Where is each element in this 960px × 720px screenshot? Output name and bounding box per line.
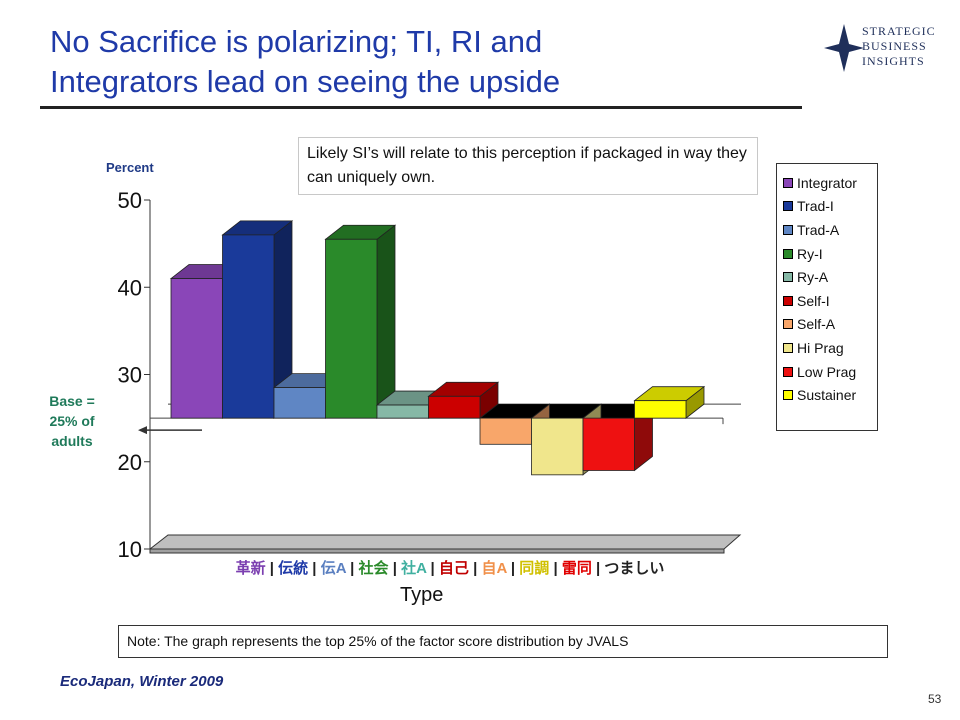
x-category-label: 伝A: [320, 560, 346, 577]
bar-trad-i: [222, 234, 275, 419]
legend-swatch-self-i: [783, 295, 793, 306]
x-category-label: 同調: [519, 560, 550, 577]
legend-item-self-i: Self-I: [783, 289, 877, 313]
x-axis-title: Type: [400, 584, 444, 606]
legend-label-sustainer: Sustainer: [797, 387, 857, 404]
bar-ry-a: [376, 404, 429, 419]
legend-swatch-self-a: [783, 319, 793, 330]
star-diamond-icon: [824, 24, 864, 72]
bar-integrator: [170, 278, 223, 419]
bar-ry-i: [325, 238, 378, 419]
x-category-label: 自A: [481, 560, 507, 577]
footnote-box: Note: The graph represents the top 25% o…: [118, 625, 888, 658]
y-axis-title: Percent: [106, 160, 154, 175]
x-axis-category-labels: 革新 | 伝統 | 伝A | 社会 | 社A | 自己 | 自A | 同調 | …: [150, 557, 750, 578]
legend-label-ry-i: Ry-I: [797, 245, 823, 262]
bar-ry-i-side: [376, 224, 396, 419]
x-category-separator: |: [308, 560, 321, 577]
bar-hi-prag: [531, 417, 584, 476]
legend-swatch-ry-a: [783, 272, 793, 283]
x-category-label: 社会: [358, 560, 389, 577]
baseline-label-line-2: 25% of: [49, 413, 95, 429]
legend-swatch-hi-prag: [783, 342, 793, 353]
source-label: EcoJapan, Winter 2009: [60, 673, 224, 690]
slide-title: No Sacrifice is polarizing; TI, RI and I…: [50, 22, 790, 102]
x-category-separator: |: [388, 560, 402, 577]
legend-swatch-trad-i: [783, 201, 793, 212]
bar-self-i: [428, 395, 481, 419]
legend-label-trad-i: Trad-I: [797, 198, 834, 215]
legend-label-low-prag: Low Prag: [797, 363, 857, 380]
y-axis-tick-label: 30: [118, 363, 142, 388]
y-axis-tick-label: 20: [118, 450, 142, 475]
legend-label-self-a: Self-A: [797, 316, 836, 333]
x-category-label: 雷同: [561, 560, 592, 577]
chart-legend: Integrator Trad-I Trad-A Ry-I Ry-A Self-I Self…: [776, 163, 878, 431]
legend-label-integrator: Integrator: [797, 174, 857, 191]
legend-swatch-trad-a: [783, 224, 793, 235]
baseline-arrow-head: [138, 426, 147, 435]
legend-swatch-low-prag: [783, 366, 793, 377]
page-number: 53: [928, 692, 942, 706]
baseline-label-line-1: Base =: [49, 393, 95, 409]
x-category-separator: |: [265, 560, 279, 577]
x-category-label: 伝統: [278, 560, 309, 577]
x-category-separator: |: [468, 560, 482, 577]
legend-label-trad-a: Trad-A: [797, 221, 840, 238]
company-logo: STRATEGIC BUSINESS INSIGHTS: [862, 24, 936, 69]
legend-item-integrator: Integrator: [783, 171, 877, 195]
legend-label-ry-a: Ry-A: [797, 269, 829, 286]
chart-floor: [148, 534, 742, 550]
callout-box: Likely SI’s will relate to this percepti…: [298, 137, 758, 195]
x-category-separator: |: [506, 560, 520, 577]
bar-sustainer: [634, 400, 687, 419]
y-axis-tick-label: 50: [118, 188, 142, 213]
title-line-1: No Sacrifice is polarizing; TI, RI and: [50, 24, 543, 59]
bar-trad-a: [273, 387, 326, 419]
legend-label-self-i: Self-I: [797, 292, 830, 309]
legend-item-hi-prag: Hi Prag: [783, 336, 877, 360]
logo-line-3: INSIGHTS: [862, 54, 925, 68]
bar-self-a: [479, 417, 532, 445]
legend-item-trad-i: Trad-I: [783, 195, 877, 219]
legend-swatch-sustainer: [783, 390, 793, 401]
legend-item-self-a: Self-A: [783, 313, 877, 337]
legend-item-sustainer: Sustainer: [783, 383, 877, 407]
legend-swatch-ry-i: [783, 248, 793, 259]
baseline-label-line-3: adults: [51, 433, 93, 449]
x-category-separator: |: [426, 560, 439, 577]
title-line-2: Integrators lead on seeing the upside: [50, 64, 561, 99]
x-category-separator: |: [345, 560, 359, 577]
chart-floor-edge: [149, 548, 725, 554]
legend-item-trad-a: Trad-A: [783, 218, 877, 242]
y-axis-tick-label: 10: [118, 537, 142, 562]
legend-item-low-prag: Low Prag: [783, 360, 877, 384]
legend-item-ry-a: Ry-A: [783, 265, 877, 289]
x-category-label: つましい: [604, 560, 665, 577]
legend-label-hi-prag: Hi Prag: [797, 339, 844, 356]
x-category-separator: |: [591, 560, 605, 577]
x-category-label: 社A: [401, 560, 427, 577]
x-category-label: 自己: [438, 560, 469, 577]
baseline-shadow-band: [480, 404, 653, 419]
logo-line-1: STRATEGIC: [862, 24, 936, 38]
legend-swatch-integrator: [783, 177, 793, 188]
x-category-label: 革新: [235, 560, 266, 577]
y-axis-tick-label: 40: [118, 275, 142, 300]
baseline-label: Base = 25% of adults: [36, 391, 108, 451]
logo-line-2: BUSINESS: [862, 39, 927, 53]
x-category-separator: |: [549, 560, 562, 577]
bar-low-prag: [582, 417, 635, 471]
legend-item-ry-i: Ry-I: [783, 242, 877, 266]
title-underline: [40, 106, 802, 109]
